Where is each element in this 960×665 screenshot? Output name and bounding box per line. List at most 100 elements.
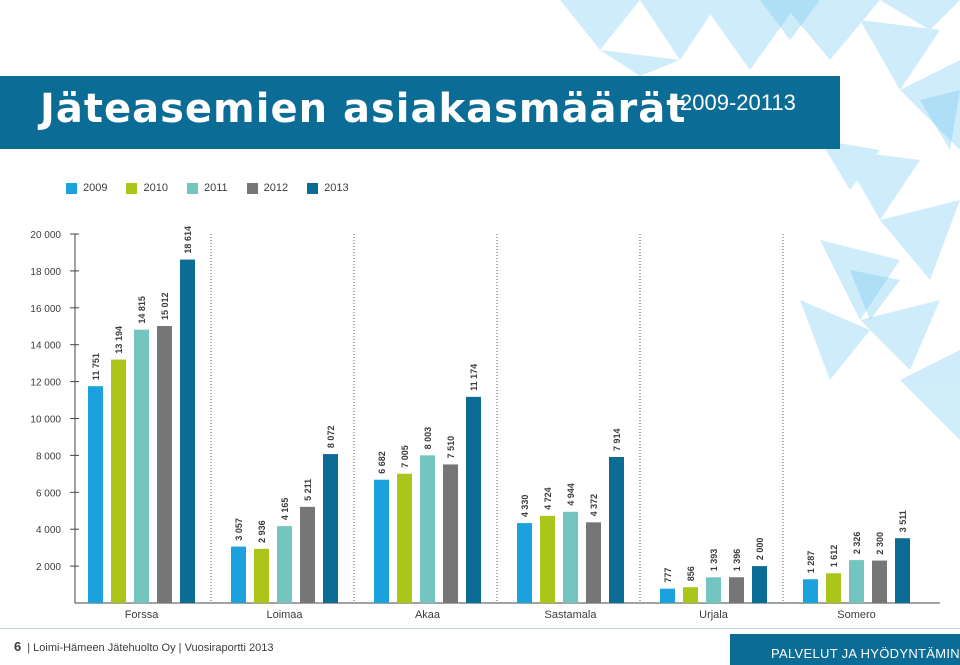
y-tick-label: 14 000 — [30, 341, 61, 352]
page-subtitle: 2009-20113 — [680, 90, 796, 115]
data-label: 3 511 — [898, 510, 908, 532]
bar-urjala-2012 — [729, 577, 744, 603]
bar-forssa-2011 — [134, 329, 149, 603]
data-label: 1 287 — [806, 551, 816, 574]
data-label: 7 005 — [400, 445, 410, 468]
data-label: 14 815 — [137, 296, 147, 324]
category-label: Forssa — [125, 609, 160, 621]
data-label: 4 944 — [566, 483, 576, 506]
data-label: 856 — [686, 566, 696, 581]
data-label: 3 057 — [234, 518, 244, 541]
data-label: 1 393 — [709, 549, 719, 572]
data-label: 777 — [663, 568, 673, 583]
data-label: 2 300 — [875, 532, 885, 555]
legend-swatch — [307, 182, 319, 194]
page-number: 6 — [14, 639, 22, 654]
bar-sastamala-2012 — [586, 522, 601, 603]
data-label: 4 165 — [280, 498, 290, 521]
bar-loimaa-2010 — [254, 548, 269, 603]
bar-loimaa-2011 — [277, 526, 292, 603]
legend-item-2013: 2013 — [307, 182, 349, 194]
data-label: 4 330 — [520, 495, 530, 518]
category-label: Akaa — [415, 609, 441, 621]
data-label: 7 510 — [446, 436, 456, 459]
y-tick-label: 20 000 — [30, 230, 61, 241]
legend-item-2012: 2012 — [246, 182, 289, 194]
page-title: Jäteasemien asiakasmäärät — [40, 86, 687, 132]
bar-urjala-2009 — [660, 588, 675, 603]
legend-label: 2012 — [263, 182, 289, 194]
data-label: 1 396 — [732, 549, 742, 572]
data-label: 8 003 — [423, 427, 433, 450]
bar-urjala-2013 — [752, 566, 767, 603]
publisher-text: | Loimi-Hämeen Jätehuolto Oy | Vuosirapo… — [27, 642, 274, 654]
footer-banner — [730, 634, 960, 665]
bar-akaa-2011 — [420, 455, 435, 603]
y-tick-label: 16 000 — [30, 304, 61, 315]
bar-akaa-2012 — [443, 464, 458, 603]
chart-legend: 2009 2010 2011 2012 2013 — [66, 182, 368, 194]
y-tick-label: 6 000 — [36, 488, 61, 499]
bar-somero-2012 — [872, 560, 887, 603]
data-label: 4 372 — [589, 494, 599, 517]
data-label: 11 174 — [469, 364, 479, 391]
data-label: 2 326 — [852, 532, 862, 555]
bar-sastamala-2010 — [540, 515, 555, 603]
bar-forssa-2010 — [111, 359, 126, 603]
footer-divider — [0, 628, 960, 629]
bar-somero-2009 — [803, 579, 818, 603]
data-label: 8 072 — [326, 426, 336, 449]
legend-label: 2010 — [143, 182, 168, 194]
data-label: 18 614 — [183, 226, 193, 254]
category-label: Somero — [837, 609, 876, 621]
bar-forssa-2013 — [180, 259, 195, 603]
data-label: 5 211 — [303, 479, 313, 501]
bar-akaa-2009 — [374, 479, 389, 603]
data-label: 2 936 — [257, 520, 267, 543]
bar-somero-2011 — [849, 560, 864, 603]
bar-somero-2013 — [895, 538, 910, 603]
y-tick-label: 12 000 — [30, 378, 61, 389]
bar-forssa-2009 — [88, 386, 103, 603]
data-label: 15 012 — [160, 292, 170, 320]
bar-loimaa-2009 — [231, 546, 246, 603]
y-tick-label: 18 000 — [30, 267, 61, 278]
bar-loimaa-2013 — [323, 454, 338, 603]
data-label: 4 724 — [543, 487, 553, 510]
category-label: Sastamala — [545, 609, 598, 621]
bar-akaa-2013 — [466, 396, 481, 603]
bar-sastamala-2009 — [517, 523, 532, 603]
title-banner — [0, 76, 840, 149]
data-label: 11 751 — [91, 353, 101, 380]
bar-akaa-2010 — [397, 473, 412, 603]
legend-swatch — [66, 182, 77, 194]
bar-somero-2010 — [826, 573, 841, 603]
bar-forssa-2012 — [157, 326, 172, 603]
data-label: 6 682 — [377, 451, 387, 474]
bar-urjala-2011 — [706, 577, 721, 603]
bar-loimaa-2012 — [300, 506, 315, 603]
section-name: PALVELUT JA HYÖDYNTÄMINEN — [771, 646, 960, 661]
data-label: 1 612 — [829, 545, 839, 568]
data-label: 13 194 — [114, 326, 124, 354]
legend-swatch — [126, 182, 138, 194]
data-label: 7 914 — [612, 428, 622, 451]
legend-item-2009: 2009 — [66, 182, 107, 194]
category-label: Loimaa — [266, 609, 303, 621]
y-tick-label: 2 000 — [36, 562, 61, 573]
legend-label: 2009 — [83, 182, 108, 194]
legend-item-2011: 2011 — [186, 182, 228, 194]
footer-credit: 6 | Loimi-Hämeen Jätehuolto Oy | Vuosirap… — [14, 639, 273, 654]
legend-label: 2011 — [203, 182, 228, 194]
data-label: 2 000 — [755, 538, 765, 561]
legend-label: 2013 — [324, 182, 349, 194]
legend-item-2010: 2010 — [126, 182, 168, 194]
y-tick-label: 8 000 — [36, 451, 61, 462]
legend-swatch — [186, 182, 198, 194]
category-label: Urjala — [699, 609, 729, 621]
y-tick-label: 10 000 — [30, 415, 61, 426]
bar-sastamala-2013 — [609, 456, 624, 603]
bar-urjala-2010 — [683, 587, 698, 603]
